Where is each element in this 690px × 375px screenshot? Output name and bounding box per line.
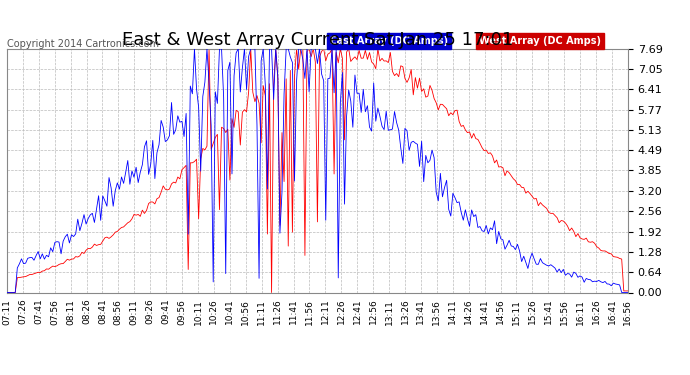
- Text: East Array (DC Amps): East Array (DC Amps): [330, 36, 448, 46]
- Text: Copyright 2014 Cartronics.com: Copyright 2014 Cartronics.com: [7, 39, 159, 50]
- Text: West Array (DC Amps): West Array (DC Amps): [479, 36, 601, 46]
- Title: East & West Array Current Sat Jan 25 17:01: East & West Array Current Sat Jan 25 17:…: [121, 31, 513, 49]
